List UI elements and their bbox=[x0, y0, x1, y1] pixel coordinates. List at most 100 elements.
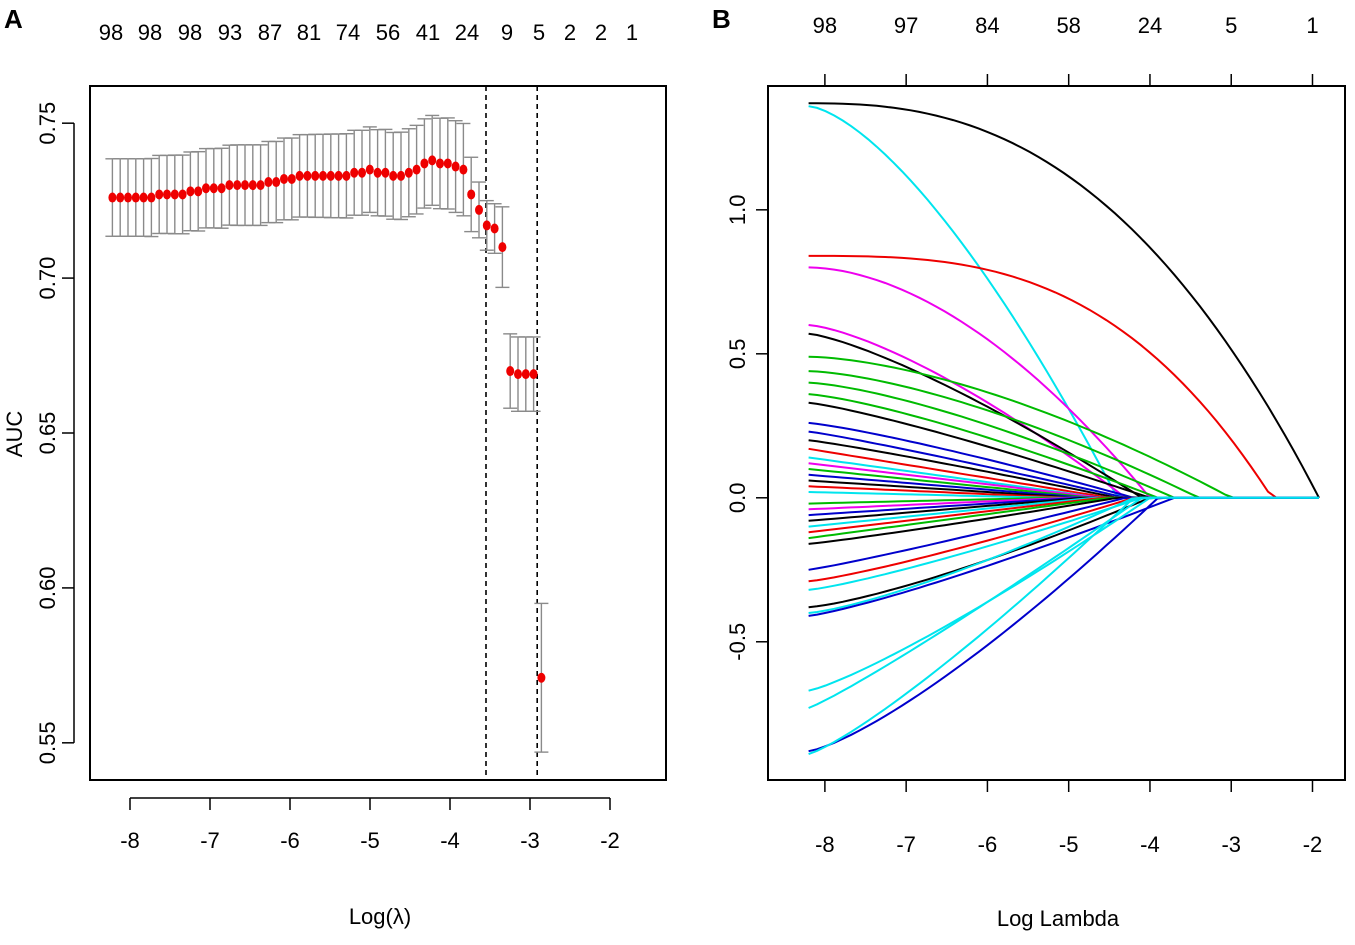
panel-a-point-52 bbox=[506, 366, 515, 377]
panel-b-line-3 bbox=[808, 254, 1319, 499]
panel-b-x-tick-label-6: -3 bbox=[1221, 832, 1241, 857]
panel-a-point-26 bbox=[303, 170, 312, 181]
panel-a-top-label-3: 98 bbox=[178, 20, 202, 45]
panel-a-reference-lines bbox=[485, 86, 539, 780]
panel-b-x-axis: -8 -7 -6 -5 -4 -3 -2 bbox=[815, 779, 1323, 857]
panel-a-point-15 bbox=[217, 183, 226, 194]
panel-a-point-35 bbox=[373, 167, 382, 178]
panel-b-x-tick-label-4: -5 bbox=[1059, 832, 1079, 857]
panel-a-point-42 bbox=[428, 155, 437, 166]
panel-b-y-tick-label-2: 0.0 bbox=[725, 482, 750, 513]
panel-b-y-axis: -0.5 0.0 0.5 1.0 bbox=[725, 195, 768, 661]
panel-b-x-tick-label-7: -2 bbox=[1303, 832, 1323, 857]
panel-b-line-1 bbox=[808, 102, 1320, 499]
panel-a-point-36 bbox=[381, 167, 390, 178]
panel-a-top-label-6: 81 bbox=[297, 20, 321, 45]
panel-a-x-tick-label-2: -7 bbox=[200, 828, 220, 853]
panel-a-top-label-7: 74 bbox=[336, 20, 360, 45]
panel-a-x-tick-label-4: -5 bbox=[360, 828, 380, 853]
panel-a-point-14 bbox=[209, 183, 218, 194]
panel-a-x-tick-label-6: -3 bbox=[520, 828, 540, 853]
panel-a-top-label-1: 98 bbox=[99, 20, 123, 45]
panel-b-plot-frame bbox=[767, 85, 1346, 781]
panel-a-point-27 bbox=[311, 170, 320, 181]
panel-a-points bbox=[108, 155, 546, 683]
panel-a-point-2 bbox=[116, 192, 125, 203]
panel-a-x-tick-label-5: -4 bbox=[440, 828, 460, 853]
panel-a-point-20 bbox=[256, 180, 265, 191]
panel-a-point-12 bbox=[194, 186, 203, 197]
panel-a-point-38 bbox=[397, 170, 405, 181]
panel-b-coefficient-paths: B -8 -7 -6 -5 -4 -3 -2 -0.5 0.0 0.5 1.0 98 97 84 58 2… bbox=[712, 4, 1346, 931]
panel-a-point-48 bbox=[475, 204, 483, 215]
panel-b-top-label-5: 24 bbox=[1138, 13, 1162, 38]
panel-b-y-tick-label-3: 0.5 bbox=[725, 339, 750, 370]
panel-b-top-label-2: 97 bbox=[894, 13, 918, 38]
panel-a-point-54 bbox=[521, 369, 530, 380]
panel-a-top-label-15: 1 bbox=[626, 20, 638, 45]
panel-a-top-label-13: 2 bbox=[564, 20, 576, 45]
panel-b-x-tick-label-3: -6 bbox=[978, 832, 998, 857]
panel-a-point-30 bbox=[334, 170, 343, 181]
panel-a-point-44 bbox=[443, 158, 452, 169]
panel-a-point-50 bbox=[490, 223, 499, 234]
panel-a-point-17 bbox=[233, 180, 242, 191]
panel-a-point-45 bbox=[451, 161, 460, 172]
panel-a-top-label-11: 9 bbox=[501, 20, 513, 45]
panel-a-x-tick-label-1: -8 bbox=[120, 828, 140, 853]
panel-a-point-9 bbox=[170, 189, 179, 200]
panel-a-point-10 bbox=[178, 189, 187, 200]
panel-a-point-16 bbox=[225, 180, 234, 191]
panel-a-x-tick-label-7: -2 bbox=[600, 828, 620, 853]
panel-a-point-47 bbox=[467, 189, 476, 200]
panel-b-x-tick-label-2: -7 bbox=[896, 832, 916, 857]
panel-a-plot-frame bbox=[89, 85, 667, 781]
panel-a-point-8 bbox=[163, 189, 171, 200]
panel-b-line-33 bbox=[808, 496, 1319, 591]
panel-a-point-41 bbox=[420, 158, 429, 169]
panel-a-x-axis: -8 -7 -6 -5 -4 -3 -2 bbox=[120, 797, 620, 853]
panel-a-x-tick-label-3: -6 bbox=[280, 828, 300, 853]
panel-a-point-37 bbox=[389, 170, 398, 181]
panel-a-top-label-14: 2 bbox=[595, 20, 607, 45]
panel-a-auc-plot: A -8 -7 -6 -5 -4 -3 -2 0.550.600.650.700.75 98… bbox=[2, 4, 667, 929]
panel-b-line-36 bbox=[808, 496, 1319, 617]
panel-a-point-23 bbox=[280, 173, 288, 184]
panel-a-point-25 bbox=[295, 170, 304, 181]
panel-a-point-24 bbox=[287, 173, 296, 184]
panel-a-point-21 bbox=[264, 177, 273, 188]
panel-b-y-tick-label-4: 1.0 bbox=[725, 195, 750, 226]
panel-a-point-28 bbox=[319, 170, 327, 181]
panel-a-top-label-8: 56 bbox=[376, 20, 400, 45]
panel-b-x-tick-label-1: -8 bbox=[815, 832, 835, 857]
panel-a-point-51 bbox=[498, 242, 507, 253]
panel-a-y-tick-label-3: 0.65 bbox=[35, 412, 60, 455]
panel-a-point-55 bbox=[529, 369, 538, 380]
panel-a-letter: A bbox=[4, 4, 23, 34]
panel-a-point-5 bbox=[139, 192, 148, 203]
panel-a-top-label-10: 24 bbox=[455, 20, 479, 45]
panel-b-top-label-6: 5 bbox=[1225, 13, 1237, 38]
panel-b-coefficient-lines bbox=[808, 102, 1320, 756]
panel-a-point-43 bbox=[436, 158, 444, 169]
panel-b-top-label-7: 1 bbox=[1306, 13, 1318, 38]
panel-b-line-39 bbox=[808, 496, 1319, 753]
panel-a-point-32 bbox=[350, 167, 359, 178]
panel-b-line-37 bbox=[808, 496, 1319, 692]
panel-a-y-tick-label-4: 0.70 bbox=[35, 257, 60, 300]
panel-b-y-tick-label-1: -0.5 bbox=[725, 623, 750, 661]
panel-a-point-29 bbox=[326, 170, 335, 181]
panel-a-top-label-2: 98 bbox=[138, 20, 162, 45]
panel-a-point-19 bbox=[248, 180, 257, 191]
panel-a-y-axis: 0.55 0.60 0.65 0.70 0.75 bbox=[35, 102, 75, 764]
panel-a-y-tick-label-1: 0.55 bbox=[35, 721, 60, 764]
panel-a-point-49 bbox=[482, 220, 491, 231]
panel-a-x-axis-title: Log(λ) bbox=[349, 904, 411, 929]
panel-a-point-7 bbox=[155, 189, 164, 200]
panel-a-y-axis-title: AUC bbox=[2, 411, 27, 458]
panel-b-letter: B bbox=[712, 4, 731, 34]
panel-a-point-1 bbox=[108, 192, 117, 203]
panel-a-top-label-9: 41 bbox=[416, 20, 440, 45]
panel-a-point-46 bbox=[459, 164, 468, 175]
